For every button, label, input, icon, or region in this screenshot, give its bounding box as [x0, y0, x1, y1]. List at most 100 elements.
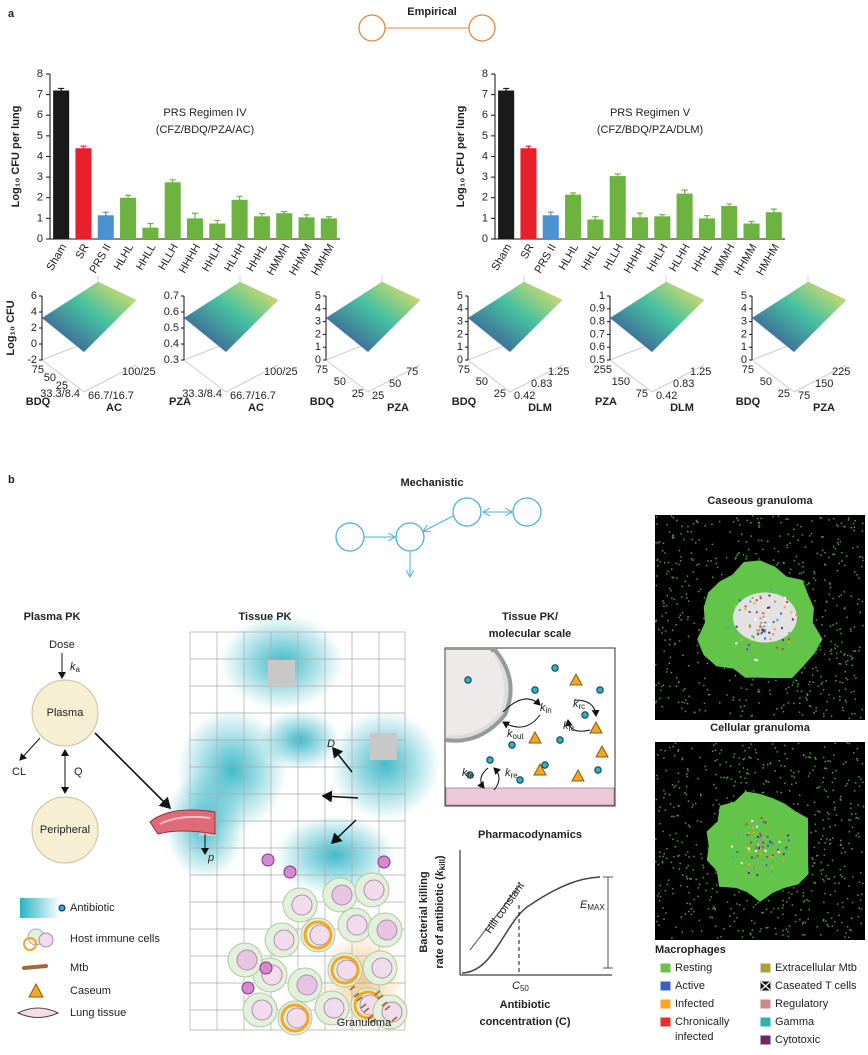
cell-dot	[840, 819, 843, 822]
x-axis-label: BDQ	[452, 396, 477, 408]
cell-dot	[693, 898, 695, 901]
bar	[631, 217, 649, 239]
cell-dot	[762, 764, 765, 766]
cell-dot	[803, 667, 806, 669]
cell-dot	[656, 774, 658, 777]
cell-dot	[656, 523, 658, 525]
granuloma-core	[706, 791, 809, 902]
cell-dot	[793, 771, 795, 774]
cell-dot	[750, 919, 753, 922]
cell-dot	[656, 915, 659, 918]
immune-cell-nucleus	[363, 879, 385, 901]
immune-cell-nucleus	[251, 999, 273, 1021]
cell-dot	[702, 866, 705, 869]
cell-dot	[842, 709, 844, 712]
y-tick-label: 4	[37, 150, 43, 162]
cell-dot	[667, 697, 670, 699]
cell-dot	[858, 577, 860, 579]
cell-dot	[670, 671, 673, 674]
cell-dot	[812, 858, 814, 861]
x-tick-label: 25	[494, 388, 506, 400]
cell-dot	[757, 758, 759, 761]
cell-dot	[831, 781, 834, 784]
cell-dot	[776, 852, 779, 855]
cell-dot	[816, 649, 818, 651]
cell-dot	[723, 776, 725, 779]
cell-dot	[729, 925, 731, 927]
cell-dot	[736, 554, 738, 557]
cell-dot	[687, 618, 689, 621]
cell-dot	[745, 541, 748, 543]
immune-cell-nucleus	[376, 919, 398, 941]
cell-dot	[687, 635, 690, 638]
cell-dot	[768, 606, 771, 609]
cell-dot	[762, 841, 765, 844]
cell-dot	[798, 794, 801, 797]
cell-dot	[802, 901, 805, 903]
section-title: Mechanistic	[401, 477, 464, 489]
error-bar	[503, 87, 510, 93]
cell-dot	[729, 915, 731, 917]
cell-dot	[767, 781, 770, 783]
cell-dot	[684, 687, 686, 690]
diffusion-arrow	[332, 746, 353, 773]
caseum	[571, 768, 585, 782]
cell-dot	[681, 874, 684, 876]
cell-dot	[756, 835, 759, 838]
cell-dot	[658, 892, 660, 895]
x-tick-label: 75	[32, 364, 44, 376]
bar	[75, 148, 92, 239]
cell-dot	[726, 901, 729, 903]
cell-dot	[715, 869, 717, 872]
z-tick-label: 0	[31, 338, 37, 350]
cell-dot	[858, 785, 861, 787]
legend-cross	[760, 981, 771, 991]
cell-dot	[812, 588, 814, 591]
cell-dot	[841, 901, 844, 904]
cell-dot	[686, 575, 689, 577]
cell-dot	[747, 644, 750, 647]
cell-dot	[726, 797, 728, 799]
arrow	[477, 767, 489, 789]
cell-dot	[677, 855, 679, 857]
cell-dot	[726, 694, 728, 696]
cell-dot	[839, 839, 842, 842]
cell-dot	[737, 929, 740, 932]
network-node	[358, 14, 386, 42]
cell-dot	[671, 597, 673, 600]
cell-dot	[802, 561, 804, 564]
cell-dot	[726, 776, 729, 779]
arrow	[493, 767, 502, 791]
cell-dot	[777, 550, 780, 553]
panel-label: a	[8, 8, 15, 20]
cell-dot	[785, 848, 788, 851]
caseum	[533, 762, 547, 776]
cell-dot	[827, 760, 829, 762]
cell-dot	[848, 742, 851, 745]
cell-dot	[845, 663, 848, 666]
cell-dot	[834, 824, 837, 827]
cell-dot	[781, 831, 784, 834]
cell-dot	[772, 621, 775, 624]
caseum	[589, 720, 603, 734]
cell-dot	[847, 936, 850, 939]
cell-dot	[704, 677, 706, 680]
cell-dot	[764, 621, 767, 624]
cell-dot	[825, 767, 828, 770]
cell-dot	[732, 699, 734, 701]
cell-dot	[670, 589, 672, 592]
legend-cell	[23, 937, 37, 951]
legend-caseum	[28, 982, 44, 998]
cell-dot	[812, 769, 815, 771]
pd-x-label: concentration (C)	[479, 1016, 570, 1028]
y-tick-label: 3	[37, 171, 43, 183]
cell-dot	[675, 832, 677, 835]
error-bar	[281, 210, 288, 215]
cell-dot	[795, 613, 798, 616]
cell-dot	[750, 856, 753, 859]
cell-dot	[827, 864, 829, 867]
cell-dot	[656, 895, 659, 897]
legend-label: Chronically	[675, 1016, 730, 1028]
cell-dot	[831, 771, 834, 774]
cell-dot	[744, 777, 746, 780]
